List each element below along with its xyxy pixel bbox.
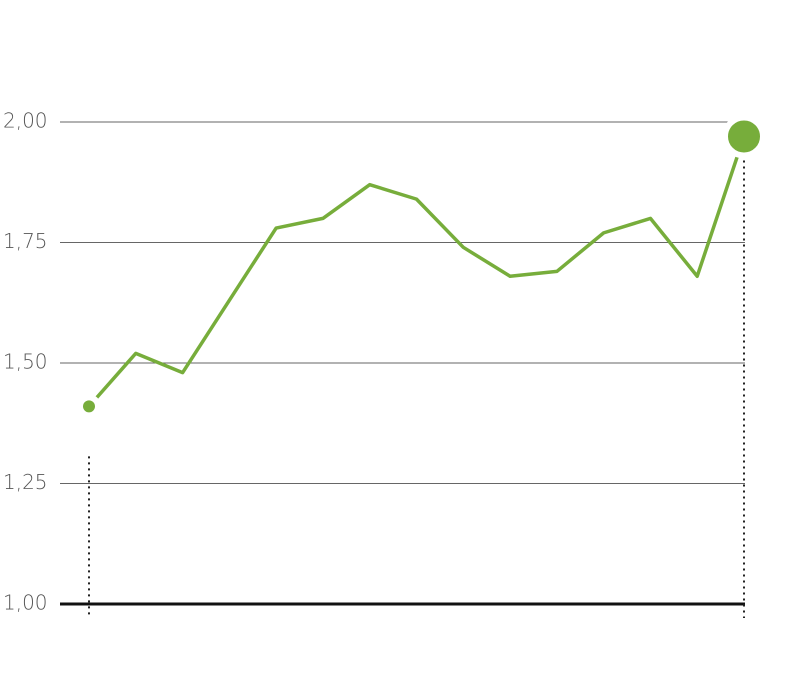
y-tick-label: 1,75 [3,229,48,253]
data-line [89,136,744,406]
y-tick-label: 1,50 [3,350,48,374]
end-point [725,117,763,155]
y-tick-label: 2,00 [3,109,48,133]
y-tick-label: 1,25 [3,470,48,494]
start-point [80,397,98,415]
y-tick-label: 1,00 [3,591,48,615]
